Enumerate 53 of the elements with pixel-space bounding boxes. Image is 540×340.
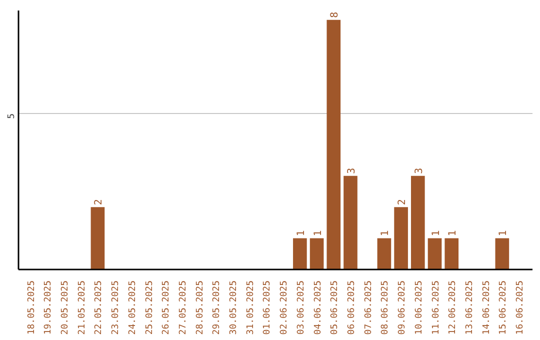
x-tick-label: 15.06.2025 (498, 280, 509, 335)
data-label: 2 (94, 199, 105, 206)
x-tick-label: 13.06.2025 (464, 280, 475, 335)
x-tick-label: 07.06.2025 (364, 280, 374, 335)
bar (344, 176, 358, 270)
x-tick-label: 21.05.2025 (77, 280, 88, 335)
bar (444, 238, 459, 270)
data-label: 1 (296, 230, 307, 236)
x-tick-label: 10.06.2025 (414, 280, 424, 335)
x-tick-label: 22.05.2025 (94, 280, 104, 335)
x-tick-label: 03.06.2025 (296, 280, 306, 335)
x-tick-label: 29.05.2025 (212, 280, 222, 335)
bar (495, 238, 510, 270)
bar (90, 207, 105, 270)
x-tick-label: 11.06.2025 (431, 280, 442, 335)
bar (326, 20, 341, 270)
bar (394, 207, 408, 270)
x-tick-label: 23.05.2025 (111, 280, 122, 335)
x-tick-label: 14.06.2025 (482, 280, 492, 335)
data-label: 1 (312, 230, 324, 236)
bar (377, 238, 392, 270)
data-label: 1 (430, 230, 442, 236)
x-tick-label: 09.06.2025 (398, 280, 408, 335)
data-label: 8 (330, 12, 341, 18)
data-label: 3 (346, 168, 358, 174)
x-tick-label: 06.06.2025 (346, 280, 357, 335)
x-tick-label: 25.05.2025 (144, 280, 155, 335)
x-tick-label: 30.05.2025 (229, 280, 240, 335)
x-tick-label: 08.06.2025 (380, 280, 391, 335)
x-tick-label: 27.05.2025 (178, 280, 188, 335)
x-tick-label: 04.06.2025 (313, 280, 324, 335)
data-label: 2 (397, 199, 408, 206)
x-tick-label: 31.05.2025 (246, 280, 256, 335)
data-label: 1 (448, 230, 459, 236)
data-label: 1 (380, 230, 392, 236)
x-tick-label: 20.05.2025 (60, 280, 70, 335)
bar (293, 238, 307, 270)
x-tick-label: 24.05.2025 (128, 280, 138, 335)
y-tick-label: 5 (7, 113, 17, 119)
x-tick-label: 02.06.2025 (280, 280, 290, 335)
x-tick-label: 28.05.2025 (195, 280, 206, 335)
x-tick-label: 12.06.2025 (448, 280, 458, 335)
bar (428, 238, 442, 270)
x-tick-label: 05.06.2025 (330, 280, 340, 335)
x-tick-label: 16.06.2025 (516, 280, 526, 335)
data-label: 3 (414, 168, 425, 174)
x-tick-label: 26.05.2025 (162, 280, 172, 335)
bar (410, 176, 425, 270)
x-tick-label: 18.05.2025 (26, 280, 37, 335)
x-tick-label: 01.06.2025 (262, 280, 273, 335)
data-label: 1 (498, 230, 510, 236)
bar (310, 238, 324, 270)
x-tick-label: 19.05.2025 (44, 280, 54, 335)
